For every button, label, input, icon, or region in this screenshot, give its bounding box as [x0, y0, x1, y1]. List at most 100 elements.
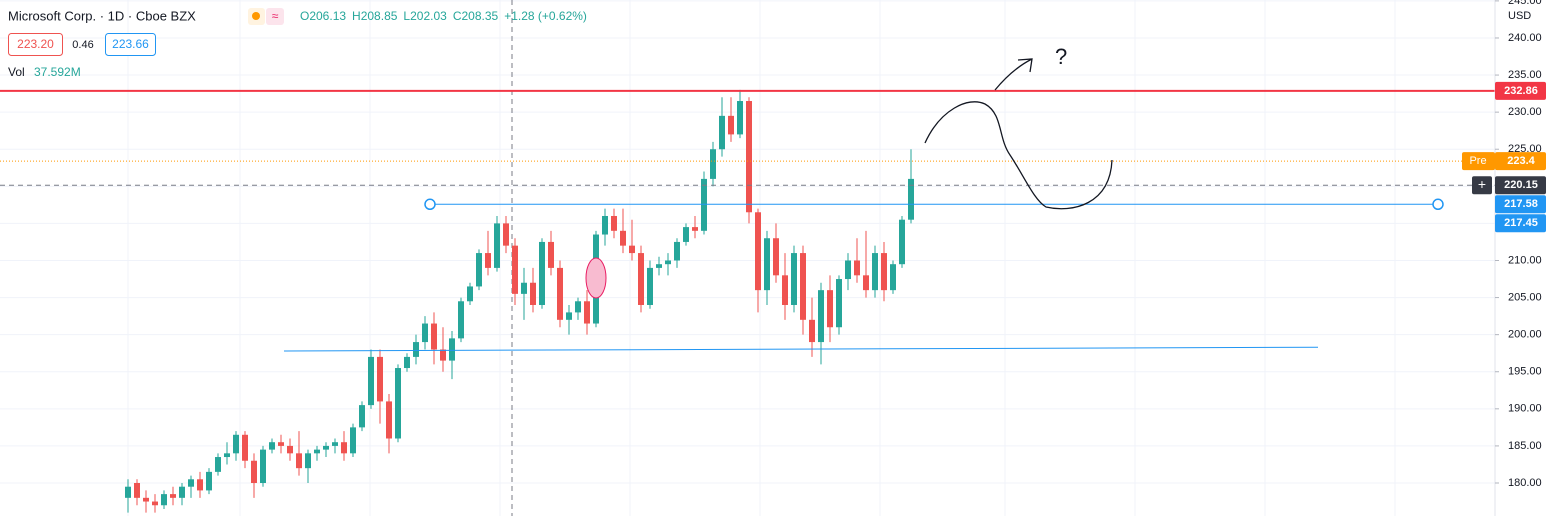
- candle-body: [197, 479, 203, 491]
- candle-body: [611, 215, 617, 231]
- premarket-tag-label: Pre: [1469, 155, 1486, 167]
- candle-body: [557, 267, 563, 320]
- candle-body: [719, 115, 725, 150]
- candle-body: [521, 282, 527, 294]
- candle-body: [791, 253, 797, 305]
- candle-body: [629, 245, 635, 254]
- candle-body: [152, 501, 158, 506]
- candle-body: [413, 342, 419, 357]
- candle-body: [710, 149, 716, 179]
- candle-body: [215, 457, 221, 472]
- currency: USD: [1508, 10, 1531, 22]
- candle-body: [647, 267, 653, 305]
- candle-body: [809, 319, 815, 343]
- spread: 0.46: [72, 39, 93, 51]
- candle-body: [512, 245, 518, 294]
- y-tick-label: 185.00: [1508, 440, 1542, 452]
- candle-body: [872, 253, 878, 291]
- candle-body: [224, 453, 230, 458]
- volume: 37.592M: [34, 65, 81, 79]
- crosshair-label-box: [1495, 176, 1546, 195]
- y-tick-label: 240.00: [1508, 32, 1542, 44]
- symbol-title: Microsoft Corp. · 1D · Cboe BZX: [8, 8, 196, 23]
- candle-body: [422, 323, 428, 343]
- candle-body: [539, 241, 545, 305]
- candle-body: [827, 290, 833, 328]
- trend-handle: [424, 198, 436, 211]
- candle-body: [683, 227, 689, 242]
- bid: 223.20: [17, 37, 54, 51]
- sun-icon: [252, 12, 260, 20]
- candle-body: [359, 405, 365, 428]
- candle-body: [143, 497, 149, 502]
- y-tick-label: 190.00: [1508, 403, 1542, 415]
- candle-body: [404, 356, 410, 369]
- ext-icon: [266, 8, 284, 25]
- volume-label: Vol: [8, 65, 25, 79]
- candle-body: [206, 471, 212, 491]
- add-button[interactable]: [1472, 176, 1492, 195]
- y-tick-label: 230.00: [1508, 106, 1542, 118]
- ohlc-value: H208.85: [352, 9, 398, 23]
- candle-body: [881, 253, 887, 291]
- drawings: [0, 89, 1495, 352]
- candle-body: [368, 356, 374, 406]
- candle-body: [233, 434, 239, 454]
- candle-body: [602, 215, 608, 235]
- price-label-box: [1495, 214, 1546, 233]
- annotation: ?: [1055, 44, 1067, 69]
- candle-body: [449, 338, 455, 361]
- candle-body: [269, 442, 275, 450]
- resistance-label-box: [1495, 81, 1546, 100]
- candle-body: [908, 178, 914, 220]
- price-axis-labels: 180.00 185.00 190.00 195.00 200.00 205.00 210.…: [1462, 0, 1546, 489]
- candle-body: [638, 253, 644, 305]
- y-tick-label: 200.00: [1508, 329, 1542, 341]
- trend-handle: [1432, 198, 1444, 211]
- candle-body: [170, 494, 176, 498]
- resistance-label: 232.86: [1504, 85, 1538, 97]
- candle-body: [314, 449, 320, 454]
- candle-body: [854, 260, 860, 276]
- candle-body: [278, 442, 284, 446]
- y-tick-label: 180.00: [1508, 477, 1542, 489]
- candle-body: [440, 349, 446, 361]
- trend-line: [283, 346, 1319, 352]
- candle-body: [179, 486, 185, 498]
- candle-body: [800, 253, 806, 320]
- candle-body: [251, 460, 257, 483]
- candle-body: [467, 286, 473, 302]
- y-tick-label: 235.00: [1508, 69, 1542, 81]
- y-tick-label: 210.00: [1508, 254, 1542, 266]
- y-tick-label: 205.00: [1508, 291, 1542, 303]
- hand-drawn-arrow: [994, 58, 1033, 91]
- candle-body: [764, 238, 770, 291]
- candle-body: [899, 219, 905, 265]
- candle-body: [503, 223, 509, 246]
- candle-body: [773, 238, 779, 276]
- ohlc-value: L202.03: [403, 9, 447, 23]
- candle-body: [656, 264, 662, 268]
- candle-body: [386, 401, 392, 439]
- crosshair-label: 220.15: [1504, 179, 1538, 191]
- candle-body: [665, 260, 671, 265]
- bid-box: [8, 33, 63, 56]
- ask: 223.66: [112, 37, 149, 51]
- candle-body: [287, 445, 293, 454]
- hand-drawn-path: [924, 101, 1113, 210]
- ohlc-value: +1.28 (+0.62%): [504, 9, 587, 23]
- candle-body: [548, 241, 554, 268]
- candle-body: [134, 482, 140, 498]
- candle-body: [395, 368, 401, 439]
- price-label: 217.45: [1504, 217, 1538, 229]
- price-label: 217.58: [1504, 198, 1538, 210]
- candle-body: [575, 301, 581, 313]
- ask-box: [105, 33, 156, 56]
- candle-body: [485, 253, 491, 268]
- highlight-ellipse: [585, 257, 607, 299]
- candles: [125, 89, 914, 513]
- candle-body: [188, 479, 194, 487]
